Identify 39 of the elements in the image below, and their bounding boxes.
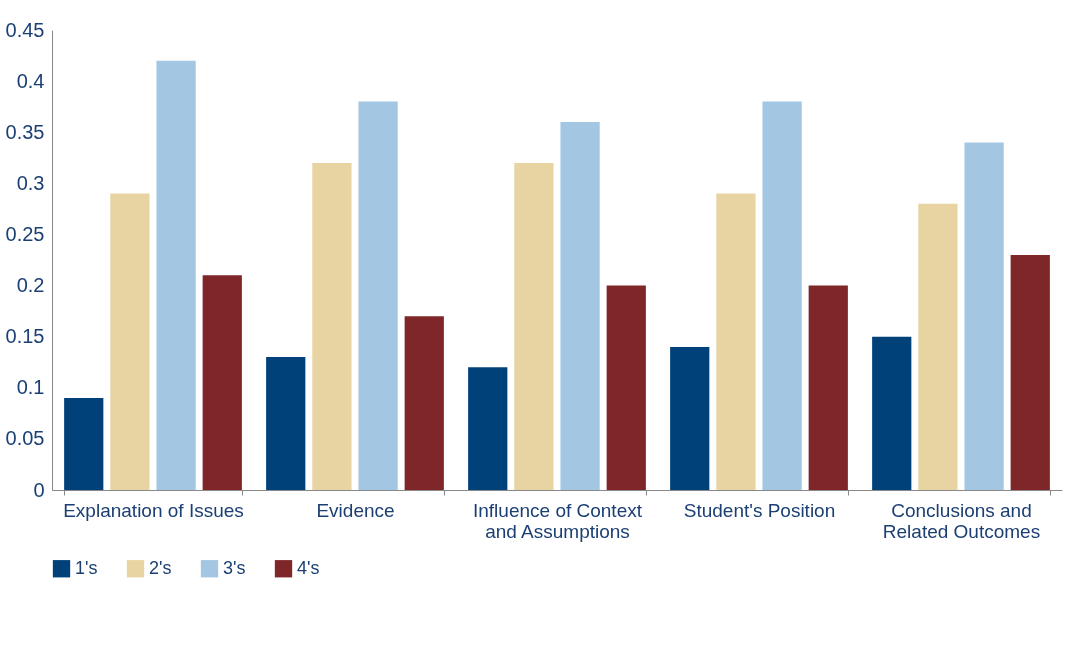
- bar: [808, 285, 848, 490]
- y-tick-label: 0.4: [16, 69, 45, 92]
- bar: [762, 101, 802, 490]
- y-tick-label: 0.05: [5, 427, 45, 450]
- bar: [156, 60, 196, 490]
- y-tick-label: 0.45: [5, 18, 45, 41]
- bar: [872, 336, 912, 490]
- legend-label: 4's: [297, 557, 320, 578]
- bar: [918, 203, 958, 490]
- x-tick-label: Evidence: [316, 499, 395, 521]
- x-tick-label: Conclusions and Related Outcomes: [882, 499, 1041, 542]
- bar: [404, 316, 444, 490]
- bar: [202, 275, 242, 490]
- x-tick-label: Student's Position: [683, 499, 836, 521]
- y-tick-label: 0: [33, 478, 45, 501]
- y-tick-label: 0.1: [16, 376, 45, 399]
- bar: [266, 357, 306, 490]
- legend-label: 3's: [223, 557, 246, 578]
- y-tick-label: 0.25: [5, 222, 45, 245]
- y-tick-label: 0.15: [5, 325, 45, 348]
- legend-label: 2's: [149, 557, 172, 578]
- bar: [606, 285, 646, 490]
- bar: [964, 142, 1004, 490]
- bar: [312, 162, 352, 490]
- bar: [358, 101, 398, 490]
- bar: [468, 367, 508, 490]
- bar: [514, 162, 554, 490]
- bar: [716, 193, 756, 490]
- x-tick-label: Explanation of Issues: [63, 499, 244, 521]
- bar: [64, 398, 104, 490]
- legend-label: 1's: [75, 557, 98, 578]
- bar: [670, 346, 710, 490]
- y-tick-label: 0.3: [16, 171, 45, 194]
- y-tick-label: 0.35: [5, 120, 45, 143]
- bar: [110, 193, 150, 490]
- y-tick-label: 0.2: [16, 274, 45, 297]
- x-tick-label: Influence of Context and Assumptions: [473, 499, 643, 542]
- bar: [560, 122, 600, 490]
- bar: [1010, 254, 1050, 490]
